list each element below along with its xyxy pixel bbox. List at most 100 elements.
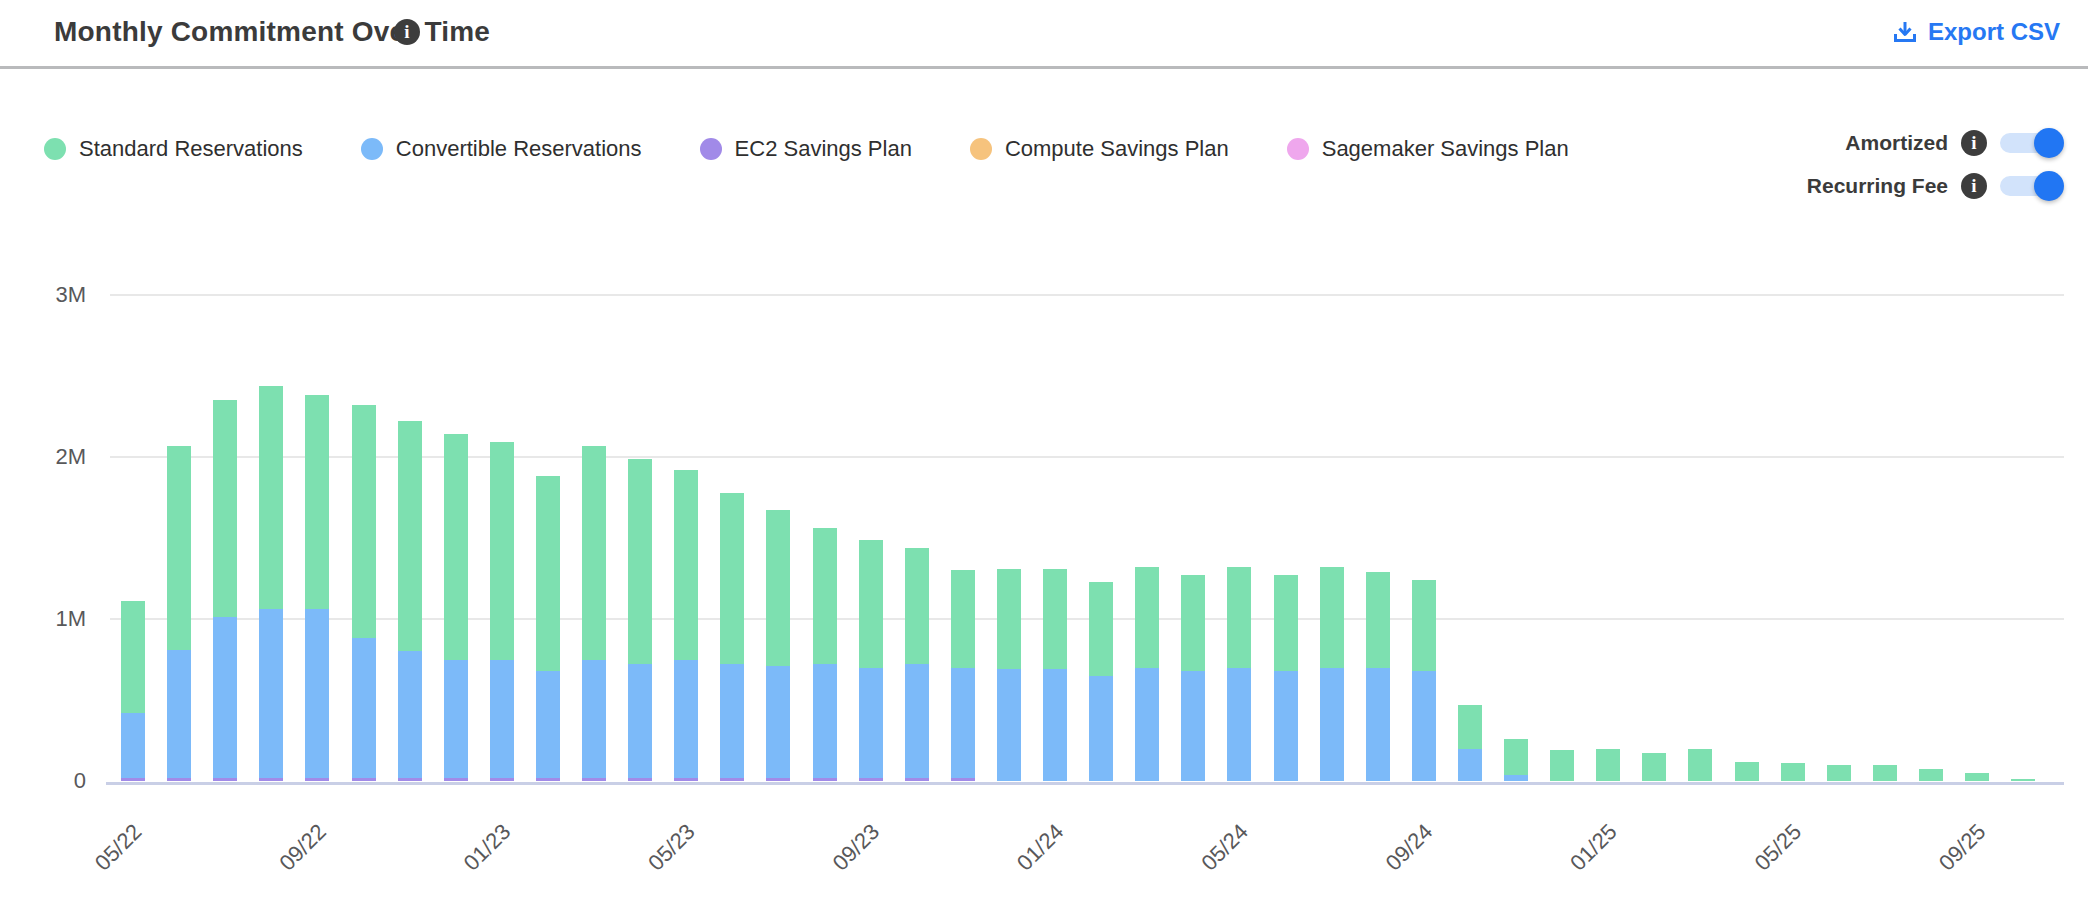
bar-segment[interactable] <box>490 660 514 778</box>
bar-segment[interactable] <box>859 668 883 778</box>
bar-segment[interactable] <box>1458 749 1482 781</box>
bar-segment[interactable] <box>305 609 329 777</box>
bar-segment[interactable] <box>1550 750 1574 781</box>
bar-segment[interactable] <box>490 778 514 781</box>
bar-segment[interactable] <box>1366 668 1390 781</box>
bar-segment[interactable] <box>259 386 283 610</box>
bar-segment[interactable] <box>859 540 883 668</box>
bar-segment[interactable] <box>2011 779 2035 781</box>
bar-segment[interactable] <box>766 666 790 778</box>
bar-segment[interactable] <box>398 421 422 651</box>
bar-segment[interactable] <box>1781 763 1805 781</box>
bar-segment[interactable] <box>121 713 145 778</box>
bar-segment[interactable] <box>305 778 329 781</box>
bar-segment[interactable] <box>305 395 329 609</box>
bar-segment[interactable] <box>582 778 606 781</box>
bar-segment[interactable] <box>1227 668 1251 781</box>
bar-segment[interactable] <box>1873 765 1897 781</box>
bar-segment[interactable] <box>1089 582 1113 676</box>
legend-item-ec2-savings-plan[interactable]: EC2 Savings Plan <box>700 136 912 162</box>
bar-segment[interactable] <box>490 442 514 659</box>
bar-segment[interactable] <box>398 651 422 777</box>
export-csv-button[interactable]: Export CSV <box>1892 18 2060 46</box>
bar-segment[interactable] <box>813 528 837 664</box>
bar-segment[interactable] <box>1320 567 1344 667</box>
bar-segment[interactable] <box>766 510 790 666</box>
bar-segment[interactable] <box>1320 668 1344 781</box>
bar-segment[interactable] <box>674 660 698 778</box>
chart-canvas[interactable]: 01M2M3M05/2209/2201/2305/2309/2301/2405/… <box>0 250 2088 922</box>
bar-segment[interactable] <box>1366 572 1390 668</box>
bar-segment[interactable] <box>121 778 145 781</box>
bar-segment[interactable] <box>859 778 883 781</box>
bar-segment[interactable] <box>1135 567 1159 667</box>
bar-segment[interactable] <box>213 778 237 781</box>
bar-segment[interactable] <box>1458 705 1482 749</box>
bar-segment[interactable] <box>167 446 191 650</box>
bar-segment[interactable] <box>1688 749 1712 781</box>
bar-segment[interactable] <box>1827 765 1851 781</box>
bar-segment[interactable] <box>398 778 422 781</box>
bar-segment[interactable] <box>628 664 652 777</box>
bar-segment[interactable] <box>259 609 283 777</box>
amortized-info-icon[interactable]: i <box>1961 130 1987 156</box>
bar-segment[interactable] <box>352 638 376 777</box>
bar-segment[interactable] <box>720 778 744 781</box>
bar-segment[interactable] <box>1504 775 1528 781</box>
bar-segment[interactable] <box>720 664 744 777</box>
bar-segment[interactable] <box>1227 567 1251 667</box>
bar-segment[interactable] <box>444 434 468 659</box>
bar-segment[interactable] <box>536 778 560 781</box>
legend-item-sagemaker-savings-plan[interactable]: Sagemaker Savings Plan <box>1287 136 1569 162</box>
bar-segment[interactable] <box>951 668 975 778</box>
bar-segment[interactable] <box>1965 773 1989 781</box>
bar-segment[interactable] <box>444 660 468 778</box>
bar-segment[interactable] <box>1504 739 1528 775</box>
bar-segment[interactable] <box>1412 671 1436 781</box>
bar-segment[interactable] <box>167 650 191 778</box>
bar-segment[interactable] <box>582 660 606 778</box>
legend-item-compute-savings-plan[interactable]: Compute Savings Plan <box>970 136 1229 162</box>
bar-segment[interactable] <box>536 671 560 778</box>
bar-segment[interactable] <box>813 664 837 777</box>
bar-segment[interactable] <box>1274 671 1298 781</box>
bar-segment[interactable] <box>213 400 237 617</box>
bar-segment[interactable] <box>259 778 283 781</box>
legend-item-standard-reservations[interactable]: Standard Reservations <box>44 136 303 162</box>
bar-segment[interactable] <box>1135 668 1159 781</box>
bar-segment[interactable] <box>766 778 790 781</box>
legend-item-convertible-reservations[interactable]: Convertible Reservations <box>361 136 642 162</box>
bar-segment[interactable] <box>1596 749 1620 781</box>
bar-segment[interactable] <box>1735 762 1759 781</box>
bar-segment[interactable] <box>1043 569 1067 669</box>
bar-segment[interactable] <box>1181 671 1205 781</box>
bar-segment[interactable] <box>1043 669 1067 781</box>
bar-segment[interactable] <box>674 778 698 781</box>
bar-segment[interactable] <box>1919 769 1943 781</box>
recurring-fee-toggle[interactable] <box>2000 171 2064 201</box>
bar-segment[interactable] <box>997 669 1021 781</box>
bar-segment[interactable] <box>1089 676 1113 781</box>
bar-segment[interactable] <box>444 778 468 781</box>
title-info-icon[interactable]: i <box>394 19 420 45</box>
bar-segment[interactable] <box>167 778 191 781</box>
bar-segment[interactable] <box>951 570 975 667</box>
bar-segment[interactable] <box>628 459 652 665</box>
bar-segment[interactable] <box>1274 575 1298 671</box>
bar-segment[interactable] <box>905 664 929 777</box>
bar-segment[interactable] <box>951 778 975 781</box>
bar-segment[interactable] <box>720 493 744 665</box>
bar-segment[interactable] <box>1181 575 1205 671</box>
bar-segment[interactable] <box>997 569 1021 669</box>
bar-segment[interactable] <box>905 548 929 665</box>
bar-segment[interactable] <box>536 476 560 670</box>
bar-segment[interactable] <box>905 778 929 781</box>
recurring-fee-info-icon[interactable]: i <box>1961 173 1987 199</box>
bar-segment[interactable] <box>1642 753 1666 781</box>
bar-segment[interactable] <box>582 446 606 660</box>
bar-segment[interactable] <box>674 470 698 660</box>
bar-segment[interactable] <box>352 405 376 638</box>
bar-segment[interactable] <box>213 617 237 777</box>
bar-segment[interactable] <box>121 601 145 713</box>
bar-segment[interactable] <box>628 778 652 781</box>
